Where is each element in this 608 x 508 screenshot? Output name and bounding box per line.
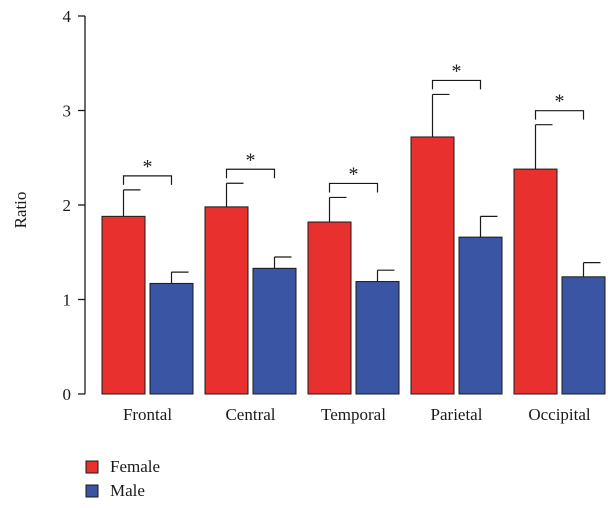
y-tick-label: 4 (63, 7, 72, 26)
significance-star: * (452, 60, 462, 82)
y-tick-label: 0 (63, 385, 72, 404)
x-axis-labels: Frontal Central Temporal Parietal Occipital (123, 405, 591, 424)
x-category-label: Central (225, 405, 275, 424)
significance-bracket (328, 182, 379, 193)
significance-star: * (246, 149, 256, 171)
bar-male (149, 282, 194, 395)
significance-bracket (534, 110, 585, 120)
y-tick-label: 2 (63, 196, 72, 215)
bar-male (355, 281, 400, 395)
significance-star: * (555, 91, 565, 113)
x-category-label: Temporal (321, 405, 386, 424)
significance-star: * (349, 163, 359, 185)
y-tick-label: 1 (63, 291, 72, 310)
legend-label-male: Male (110, 481, 145, 500)
bars (101, 93, 606, 395)
x-category-label: Parietal (431, 405, 483, 424)
bar-female (101, 215, 146, 395)
bar-male (252, 267, 297, 395)
x-category-label: Occipital (528, 405, 591, 424)
y-axis-title: Ratio (11, 192, 30, 229)
bar-female (410, 136, 455, 395)
bar-female (307, 221, 352, 395)
significance-bracket (431, 79, 482, 90)
bar-male (458, 236, 503, 395)
y-tick-label: 3 (63, 102, 72, 121)
bar-female (513, 168, 558, 395)
legend-swatch-female (85, 460, 99, 474)
x-category-label: Frontal (123, 405, 172, 424)
significance-bracket (122, 175, 173, 185)
significance-star: * (143, 156, 153, 178)
y-axis: 0 1 2 3 4 (63, 7, 86, 404)
bar-female (204, 206, 249, 395)
significance-bracket (225, 168, 276, 179)
legend-swatch-male (85, 484, 99, 498)
bar-male (561, 276, 606, 395)
legend-label-female: Female (110, 457, 160, 476)
legend: Female Male (85, 457, 160, 500)
significance-brackets: * * * * * (122, 60, 585, 193)
